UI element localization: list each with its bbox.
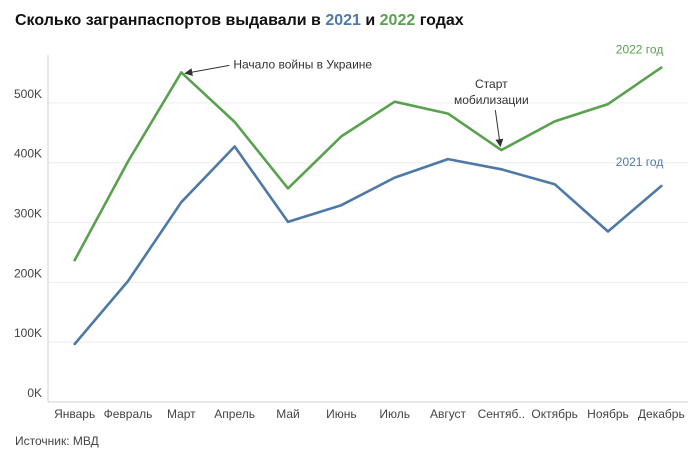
x-tick-label: Апрель [214,407,255,421]
y-tick-label: 0K [27,386,42,400]
x-tick-label: Февраль [104,407,153,421]
x-tick-label: Июнь [326,407,357,421]
chart-title: Сколько загранпаспортов выдавали в 2021 … [15,12,464,30]
annotation-line: Старт [475,77,508,91]
x-tick-label: Июль [379,407,410,421]
title-year-2022: 2022 [379,12,416,29]
y-tick-label: 300K [14,207,42,221]
x-tick-label: Ноябрь [587,407,629,421]
annotation-arrow [184,64,230,77]
x-tick-label: Сентяб.. [478,407,526,421]
x-tick-label: Август [430,407,467,421]
title-prefix: Сколько загранпаспортов выдавали в [15,12,326,29]
x-tick-label: Май [276,407,300,421]
x-tick-label: Декабрь [638,407,685,421]
annotation-line: мобилизации [454,93,529,107]
series-label: 2022 год [616,43,664,57]
source-note: Источник: МВД [15,434,99,448]
x-tick-label: Январь [54,407,95,421]
x-tick-label: Октябрь [531,407,578,421]
title-middle: и [360,12,380,29]
y-tick-label: 500K [14,87,42,101]
annotation-arrow [494,110,504,148]
x-tick-label: Март [167,407,196,421]
y-tick-label: 100K [14,326,42,340]
annotation-mobilization: Старт мобилизации [454,77,529,107]
title-year-2021: 2021 [325,12,361,29]
title-suffix: годах [415,12,464,29]
annotation-war-start: Начало войны в Украине [233,57,372,71]
y-tick-label: 400K [14,147,42,161]
series-line-2022 [73,66,663,262]
series-line-2021 [73,145,663,346]
series-label: 2021 год [616,155,664,169]
y-tick-label: 200K [14,266,42,280]
